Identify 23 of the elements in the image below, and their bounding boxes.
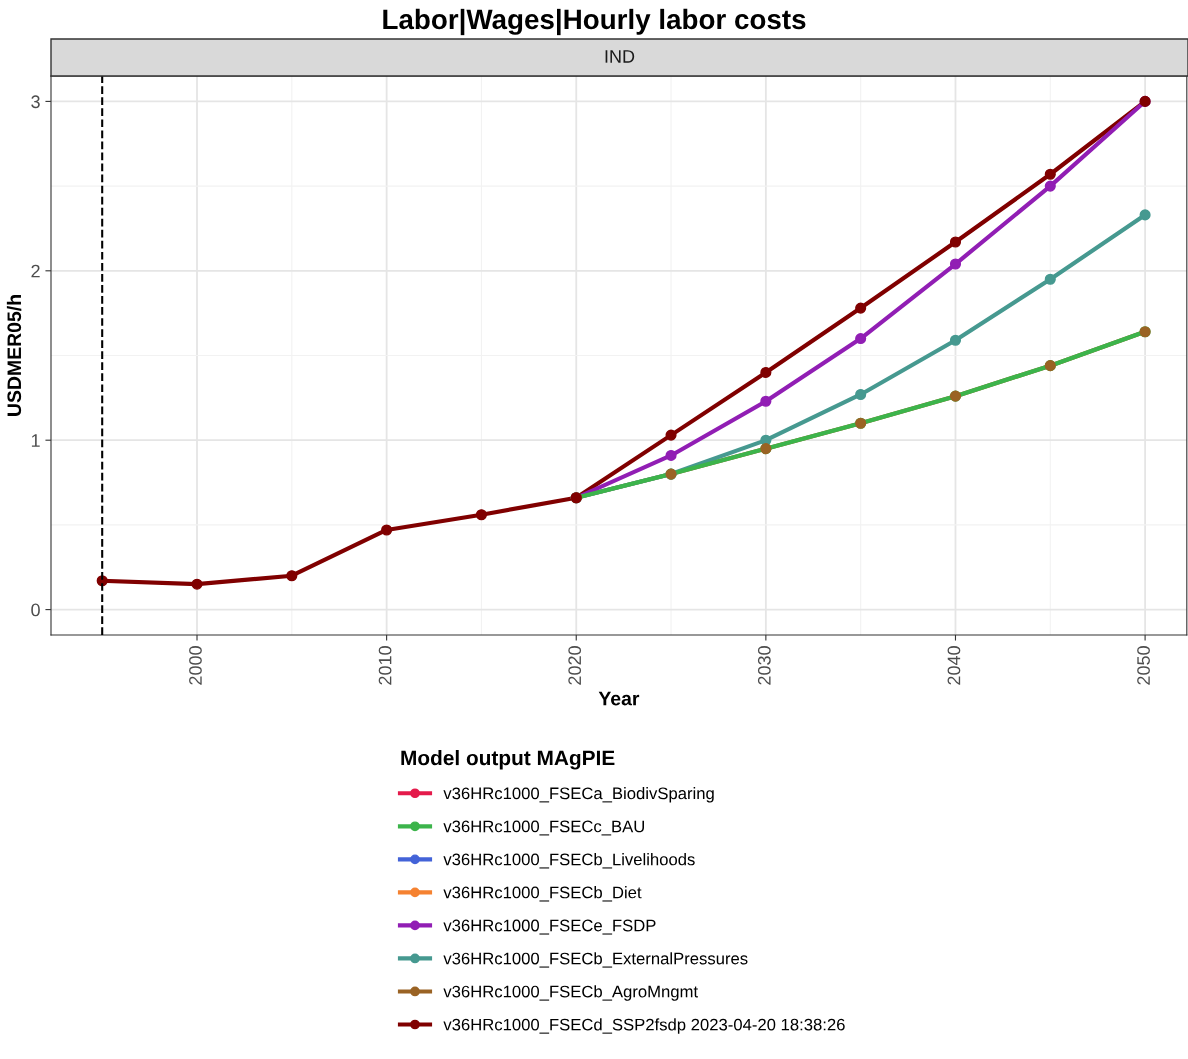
legend-label: v36HRc1000_FSECd_SSP2fsdp 2023-04-20 18:38:26 [443,1018,845,1034]
legend-label: v36HRc1000_FSECa_BiodivSparing [443,787,714,803]
x-tick-label: 2010 [378,646,392,685]
y-tick-label: 0 [31,603,40,617]
x-tick-label: 2020 [568,646,582,685]
legend-label: v36HRc1000_FSECc_BAU [443,820,644,836]
x-axis-title: Year [598,691,640,706]
x-tick-label: 2000 [189,646,202,685]
y-axis-title: USDMER05/h [6,295,22,416]
y-tick-label: 3 [31,95,40,109]
legend-label: v36HRc1000_FSECb_AgroMngmt [443,985,698,1001]
legend-label: v36HRc1000_FSECb_Livelihoods [443,853,695,869]
chart-title: Labor|Wages|Hourly labor costs [383,8,806,36]
legend-label: v36HRc1000_FSECb_Diet [443,886,642,902]
y-tick-label: 2 [31,264,40,278]
x-tick-label: 2050 [1137,646,1150,685]
x-tick-label: 2030 [757,646,771,685]
legend-title: Model output MAgPIE [401,750,615,770]
y-tick-label: 1 [31,434,40,447]
x-tick-label: 2040 [947,646,961,685]
chart-subtitle: IND [605,50,635,63]
legend-label: v36HRc1000_FSECe_FSDP [443,919,656,935]
legend-label: v36HRc1000_FSECb_ExternalPressures [443,952,748,968]
